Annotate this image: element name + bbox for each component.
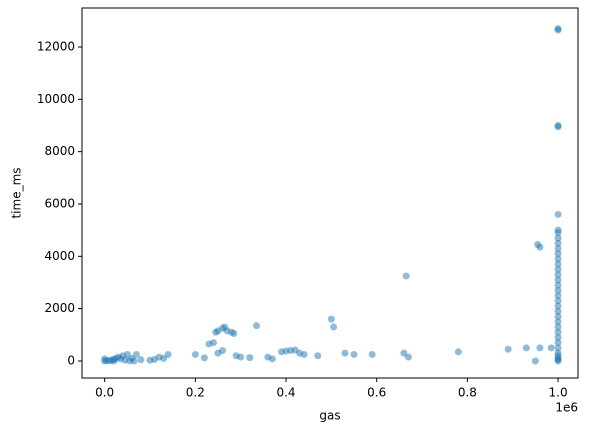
point: [209, 339, 217, 347]
point: [200, 354, 208, 362]
point: [230, 330, 238, 338]
point: [554, 244, 562, 252]
y-tick-label: 10000: [37, 92, 75, 106]
point: [554, 276, 562, 284]
point: [137, 356, 145, 364]
y-tick-label: 4000: [44, 249, 75, 263]
point: [554, 25, 562, 33]
point: [554, 265, 562, 273]
point: [350, 350, 358, 358]
x-tick-label: 0.2: [186, 386, 205, 400]
point: [554, 281, 562, 289]
x-tick-label: 0.0: [95, 386, 114, 400]
point: [130, 357, 138, 365]
y-tick-label: 2000: [44, 301, 75, 315]
point: [554, 318, 562, 326]
point: [554, 344, 562, 352]
point: [554, 121, 562, 129]
point: [110, 357, 118, 365]
point: [554, 339, 562, 347]
x-offset-label: 1e6: [555, 401, 578, 415]
point: [327, 315, 335, 323]
x-tick-label: 0.6: [367, 386, 386, 400]
point: [531, 357, 539, 365]
point: [253, 322, 261, 330]
point: [554, 333, 562, 341]
x-tick-label: 1.0: [549, 386, 568, 400]
point: [214, 349, 222, 357]
x-tick-label: 0.8: [458, 386, 477, 400]
y-tick-label: 12000: [37, 39, 75, 53]
point: [341, 349, 349, 357]
point: [554, 323, 562, 331]
point: [554, 226, 562, 234]
point: [300, 350, 308, 358]
point: [554, 250, 562, 258]
point: [454, 348, 462, 356]
point: [314, 352, 322, 360]
point: [368, 350, 376, 358]
plot-frame: [81, 7, 579, 379]
point: [554, 328, 562, 336]
y-tick-label: 8000: [44, 144, 75, 158]
y-tick-label: 0: [67, 353, 75, 367]
point: [554, 239, 562, 247]
y-tick-label: 6000: [44, 196, 75, 210]
point: [554, 297, 562, 305]
point: [554, 307, 562, 315]
point: [554, 234, 562, 242]
x-axis-label: gas: [319, 409, 340, 423]
point: [123, 350, 131, 358]
point: [164, 350, 172, 358]
x-tick-label: 0.4: [276, 386, 295, 400]
point: [132, 350, 140, 358]
point: [554, 286, 562, 294]
point: [402, 272, 410, 280]
point: [160, 354, 168, 362]
point: [547, 344, 555, 352]
point: [400, 349, 408, 357]
point: [554, 302, 562, 310]
point: [330, 323, 338, 331]
point: [536, 243, 544, 251]
point: [237, 353, 245, 361]
point: [536, 344, 544, 352]
point: [268, 355, 276, 363]
point: [404, 353, 412, 361]
y-axis-label: time_ms: [10, 167, 24, 218]
point: [554, 210, 562, 218]
point: [191, 350, 199, 358]
point: [522, 344, 530, 352]
point: [554, 349, 562, 357]
point: [101, 355, 109, 363]
point: [554, 255, 562, 263]
point: [554, 313, 562, 321]
point: [504, 345, 512, 353]
point: [554, 260, 562, 268]
point: [246, 354, 254, 362]
point: [554, 271, 562, 279]
point: [554, 292, 562, 300]
